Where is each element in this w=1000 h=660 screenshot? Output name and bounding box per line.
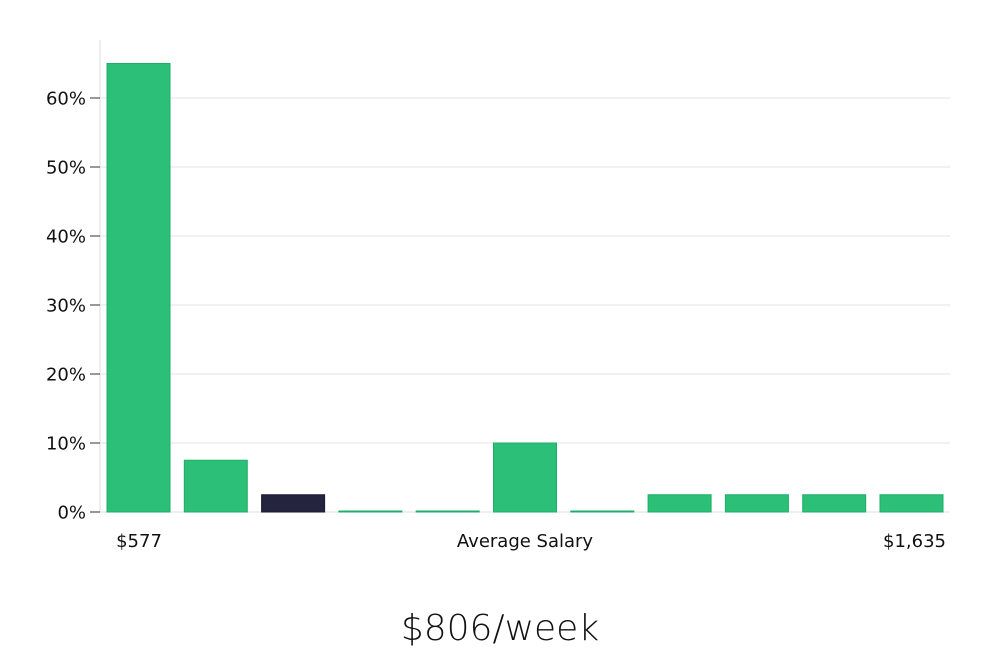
bars [106, 63, 944, 513]
bar-highlighted [261, 494, 326, 513]
average-salary-value: $806/week [400, 608, 600, 649]
bar [338, 510, 403, 513]
bar [183, 459, 248, 513]
bar [570, 510, 635, 513]
y-tick-label: 20% [46, 365, 86, 386]
bar [879, 494, 944, 513]
bar [724, 494, 789, 513]
grid-lines [100, 97, 950, 513]
x-max-label: $1,635 [883, 531, 946, 552]
y-tick-label: 40% [46, 227, 86, 248]
salary-histogram: 0% 10% 20% 30% 40% 50% 60% $577 Average Salary… [46, 40, 950, 552]
y-tick-labels: 0% 10% 20% 30% 40% 50% 60% [46, 89, 100, 524]
y-tick-label: 60% [46, 89, 86, 110]
bar [415, 510, 480, 513]
y-tick-label: 50% [46, 158, 86, 179]
y-tick-label: 10% [46, 434, 86, 455]
x-min-label: $577 [116, 531, 162, 552]
bar [493, 442, 557, 513]
bar [802, 494, 867, 513]
x-axis-label: Average Salary [457, 531, 594, 552]
bar [106, 63, 171, 513]
y-tick-label: 0% [57, 503, 86, 524]
y-tick-label: 30% [46, 296, 86, 317]
bar [647, 494, 712, 513]
